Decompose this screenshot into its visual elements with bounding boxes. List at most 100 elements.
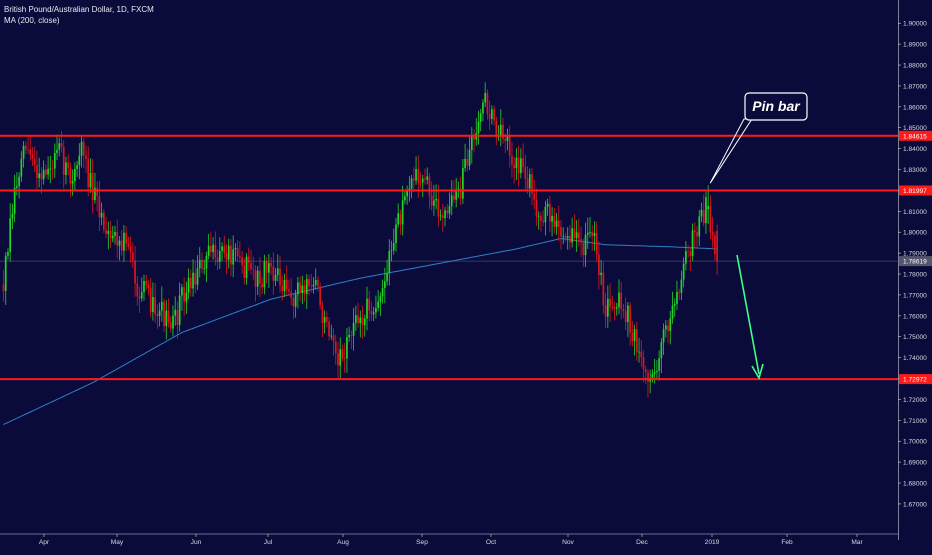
y-tick-label: 1.90000 xyxy=(903,21,927,28)
candle-body xyxy=(642,356,645,370)
candle-body xyxy=(502,124,504,139)
candle xyxy=(379,292,382,317)
candle-body xyxy=(4,255,7,292)
candle-body xyxy=(662,329,665,343)
candle xyxy=(470,126,473,164)
candle-body xyxy=(16,186,18,188)
candle-body xyxy=(609,298,611,307)
candle xyxy=(310,273,313,293)
candle xyxy=(528,168,531,198)
x-tick-label: May xyxy=(111,539,124,546)
candle xyxy=(326,311,328,328)
candle-body xyxy=(40,173,43,180)
level-price-label: 1.84615 xyxy=(903,133,927,140)
candle xyxy=(502,117,504,144)
candle-body xyxy=(404,196,406,201)
candle-body xyxy=(466,158,469,166)
candle xyxy=(669,310,672,345)
candle-body xyxy=(693,230,696,233)
candle xyxy=(546,198,549,216)
level-price-label: 1.72972 xyxy=(903,377,927,384)
candle xyxy=(27,136,29,154)
candle-body xyxy=(555,220,558,227)
candle-body xyxy=(495,120,498,137)
candle-body xyxy=(158,310,161,317)
candle xyxy=(89,158,92,193)
candle xyxy=(595,221,598,262)
candle-body xyxy=(346,337,348,359)
candle-body xyxy=(174,309,177,316)
candle xyxy=(624,297,627,331)
level-price-tag xyxy=(899,185,932,196)
candle xyxy=(631,320,634,347)
candle-body xyxy=(312,284,315,287)
candle-body xyxy=(569,235,571,243)
candle-body xyxy=(268,263,270,273)
projection-arrow-shaft xyxy=(736,254,760,375)
candle-body xyxy=(664,325,667,330)
candle-body xyxy=(593,232,596,237)
candle-body xyxy=(691,230,694,257)
candle xyxy=(593,221,596,251)
candle-body xyxy=(651,373,654,379)
candle xyxy=(584,222,587,268)
candle xyxy=(491,105,493,125)
candle-body xyxy=(714,235,716,255)
candle-body xyxy=(13,187,16,214)
candle-body xyxy=(247,256,250,263)
candle-body xyxy=(261,283,264,288)
candle-body xyxy=(91,172,94,201)
candle-body xyxy=(276,268,279,276)
candle-body xyxy=(339,349,342,366)
candle-body xyxy=(185,292,188,302)
candle-body xyxy=(47,168,49,175)
candle xyxy=(586,217,589,249)
candle xyxy=(82,137,85,169)
candle xyxy=(47,156,49,180)
candle xyxy=(602,262,605,314)
candle-body xyxy=(58,143,61,150)
candle xyxy=(218,237,221,269)
candle-body xyxy=(656,370,658,373)
candle xyxy=(426,167,429,185)
candle xyxy=(678,288,681,301)
candle-body xyxy=(580,239,582,243)
candle xyxy=(591,225,594,251)
candle xyxy=(453,180,455,204)
candle xyxy=(482,99,484,122)
candle xyxy=(337,341,339,380)
candle xyxy=(419,172,422,189)
candle xyxy=(56,134,58,161)
callout-box xyxy=(744,92,808,121)
candle-body xyxy=(647,372,649,382)
candle xyxy=(363,314,366,337)
candle xyxy=(667,319,669,344)
candle xyxy=(673,298,676,317)
candle-body xyxy=(381,287,384,297)
candle xyxy=(145,274,148,291)
candle xyxy=(323,310,326,334)
candle-body xyxy=(259,270,261,284)
candle xyxy=(270,257,272,275)
candle xyxy=(100,202,103,226)
candle xyxy=(660,338,663,374)
candle xyxy=(564,232,567,242)
candle xyxy=(94,172,96,204)
candle xyxy=(134,246,136,297)
candle xyxy=(354,305,357,332)
candle xyxy=(573,214,576,242)
candle-body xyxy=(7,252,9,256)
candle-body xyxy=(94,187,96,201)
candle-body xyxy=(598,254,600,276)
candle-body xyxy=(491,109,493,119)
candle xyxy=(45,164,47,178)
candle xyxy=(80,135,83,168)
candle xyxy=(522,143,524,173)
candle xyxy=(629,302,631,346)
candle-body xyxy=(201,259,203,269)
candle-body xyxy=(27,149,29,151)
candle xyxy=(526,166,529,194)
candle xyxy=(435,184,437,210)
candle xyxy=(569,224,571,250)
candle xyxy=(598,241,600,290)
